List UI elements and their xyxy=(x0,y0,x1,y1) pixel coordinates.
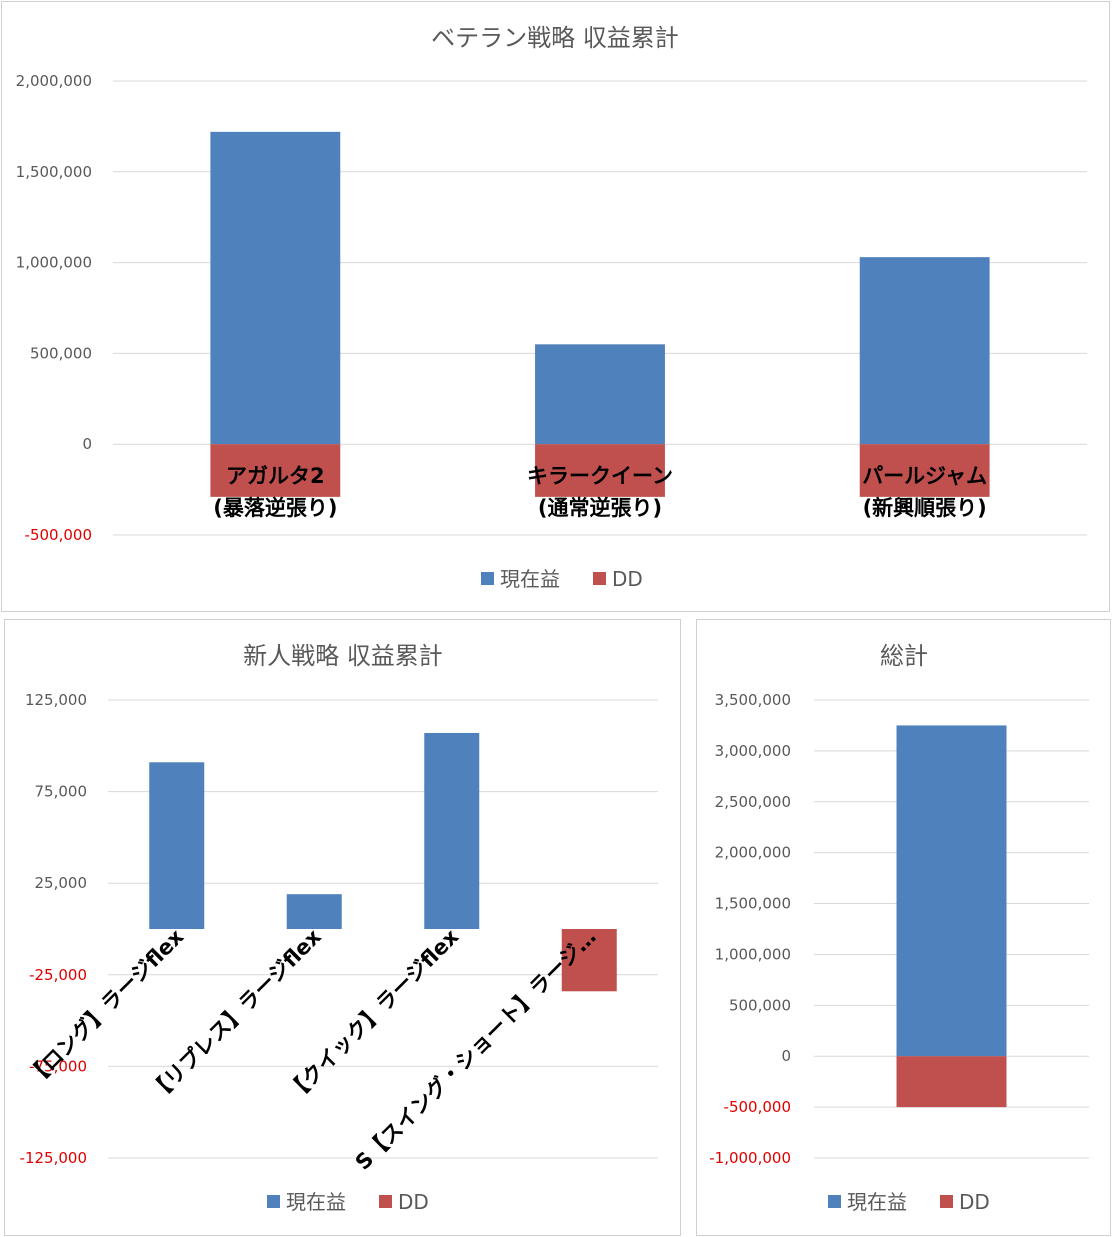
newcomer-y-tick-label: 75,000 xyxy=(35,783,88,801)
veteran-category-label: (暴落逆張り) xyxy=(213,496,337,520)
veteran-y-tick-label: 0 xyxy=(82,435,92,453)
veteran-y-tick-label: -500,000 xyxy=(25,526,92,544)
newcomer-bar-current-profit xyxy=(424,732,480,929)
veteran-category-label: パールジャム xyxy=(862,464,987,488)
veteran-bar-dd xyxy=(859,444,990,497)
newcomer-y-tick-label: -25,000 xyxy=(29,966,87,984)
total-y-tick-label: 2,500,000 xyxy=(715,793,791,811)
total-y-tick-label: 500,000 xyxy=(729,996,791,1014)
newcomer-y-tick-label: 125,000 xyxy=(25,691,87,709)
newcomer-strategy-chart-panel: 新人戦略 収益累計 125,000 75,000 25,000 -25,000 -75,0… xyxy=(4,619,681,1236)
total-y-tick-label: 2,000,000 xyxy=(715,844,791,862)
total-chart-panel: 総計 3,500,000 3,000,000 2,500,000 2,000,000 1,… xyxy=(696,619,1111,1236)
veteran-strategy-chart: ベテラン戦略 収益累計 2,000,000 1,500,000 1,000,000 50… xyxy=(16,24,1087,591)
veteran-y-tick-label: 2,000,000 xyxy=(16,72,92,90)
veteran-category-label: (新興順張り) xyxy=(863,496,987,520)
veteran-y-tick-label: 1,000,000 xyxy=(16,254,92,272)
total-legend-swatch-dd xyxy=(940,1195,953,1208)
total-bar-current-profit xyxy=(896,725,1007,1057)
total-y-tick-label: -1,000,000 xyxy=(709,1149,791,1167)
veteran-legend-label-dd: DD xyxy=(612,567,643,591)
newcomer-title: 新人戦略 収益累計 xyxy=(243,642,443,670)
total-y-tick-label: 1,500,000 xyxy=(715,895,791,913)
newcomer-bar-dd xyxy=(561,929,617,992)
veteran-title: ベテラン戦略 収益累計 xyxy=(431,24,679,52)
newcomer-category-label: S【スイング・ショート】ラージ… xyxy=(351,925,601,1175)
total-y-tick-label: 3,500,000 xyxy=(715,691,791,709)
total-legend-label-dd: DD xyxy=(959,1190,990,1214)
veteran-legend-swatch-dd xyxy=(593,572,606,585)
newcomer-y-tick-label: 25,000 xyxy=(35,874,88,892)
total-y-tick-label: 1,000,000 xyxy=(715,945,791,963)
total-legend-swatch-current xyxy=(828,1195,841,1208)
veteran-category-label: アガルタ2 xyxy=(226,464,325,488)
veteran-category-label: キラークイーン xyxy=(527,464,673,488)
total-y-tick-label: -500,000 xyxy=(724,1098,791,1116)
veteran-y-tick-label: 500,000 xyxy=(30,344,92,362)
newcomer-y-tick-label: -75,000 xyxy=(29,1057,87,1075)
newcomer-legend-label-current: 現在益 xyxy=(286,1190,346,1214)
veteran-legend-label-current: 現在益 xyxy=(500,567,560,591)
newcomer-bar-current-profit xyxy=(149,762,205,929)
newcomer-y-tick-label: -125,000 xyxy=(20,1149,87,1167)
newcomer-strategy-chart: 新人戦略 収益累計 125,000 75,000 25,000 -25,000 -75,0… xyxy=(20,642,658,1214)
veteran-bar-dd xyxy=(210,444,341,497)
veteran-strategy-chart-panel: ベテラン戦略 収益累計 2,000,000 1,500,000 1,000,000 50… xyxy=(1,1,1110,612)
veteran-bar-current-profit xyxy=(535,344,665,445)
veteran-bar-current-profit xyxy=(859,257,990,445)
newcomer-bar-current-profit xyxy=(286,894,342,929)
total-bar-dd xyxy=(896,1056,1007,1108)
veteran-bar-current-profit xyxy=(210,131,341,445)
newcomer-legend-label-dd: DD xyxy=(398,1190,429,1214)
total-chart: 総計 3,500,000 3,000,000 2,500,000 2,000,000 1,… xyxy=(709,642,1089,1214)
veteran-legend-swatch-current xyxy=(481,572,494,585)
total-y-tick-label: 3,000,000 xyxy=(715,742,791,760)
newcomer-legend-swatch-dd xyxy=(379,1195,392,1208)
total-title: 総計 xyxy=(880,642,928,670)
total-legend-label-current: 現在益 xyxy=(847,1190,907,1214)
newcomer-category-label: 【ロング】ラージflex xyxy=(22,924,188,1090)
veteran-bar-dd xyxy=(535,444,665,497)
total-y-tick-label: 0 xyxy=(781,1047,791,1065)
veteran-category-label: (通常逆張り) xyxy=(538,496,662,520)
veteran-y-tick-label: 1,500,000 xyxy=(16,163,92,181)
newcomer-legend-swatch-current xyxy=(267,1195,280,1208)
